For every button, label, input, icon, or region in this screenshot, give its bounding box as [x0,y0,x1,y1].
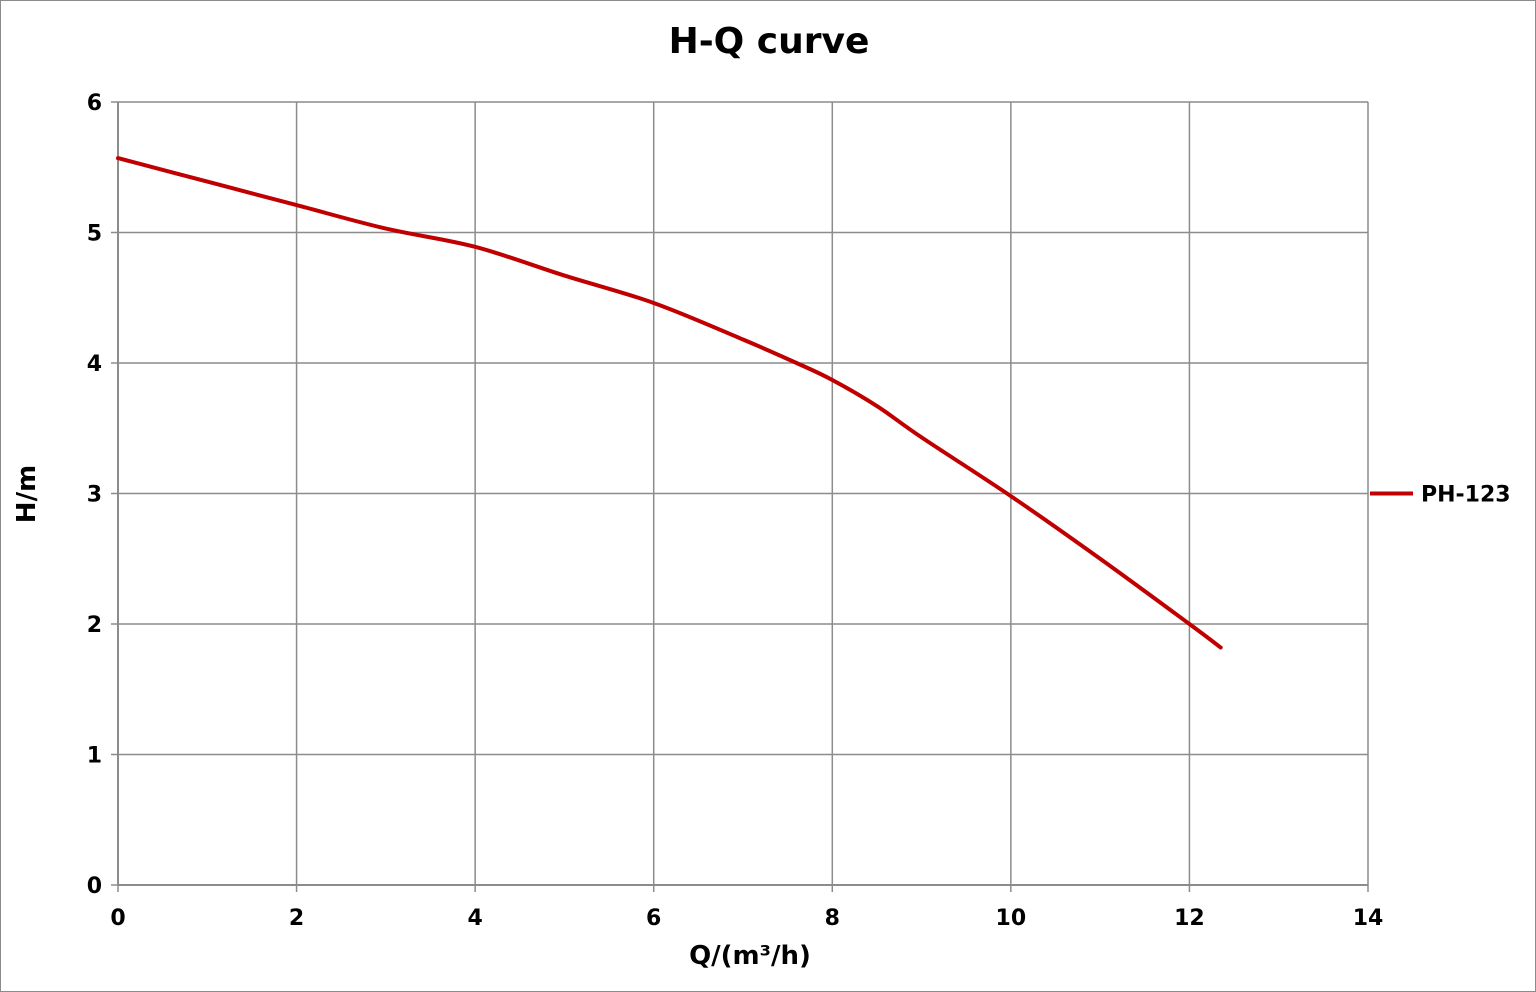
y-tick-label-3: 3 [87,483,102,508]
x-tick-label-7: 14 [1353,906,1384,931]
y-tick-label-2: 2 [87,613,102,638]
legend-label-0: PH-123 [1421,483,1511,508]
x-tick-label-1: 2 [289,906,304,931]
y-tick-label-5: 5 [87,222,102,247]
x-tick-label-4: 8 [825,906,840,931]
series-line-0 [116,156,1223,650]
y-tick-label-1: 1 [87,744,102,769]
axis-layer [111,101,1369,892]
x-tick-label-5: 10 [996,906,1027,931]
x-tick-label-3: 6 [646,906,661,931]
series-layer [116,156,1223,650]
legend-layer: PH-123 [1370,483,1511,508]
x-axis-label: Q/(m³/h) [689,941,811,971]
y-tick-label-0: 0 [87,874,102,899]
x-tick-label-0: 0 [110,906,125,931]
y-tick-label-4: 4 [87,352,102,377]
chart-title: H-Q curve [669,21,870,62]
x-tick-label-6: 12 [1174,906,1205,931]
y-tick-label-6: 6 [87,91,102,116]
y-axis-label: H/m [12,465,42,523]
x-tick-label-2: 4 [467,906,482,931]
grid-layer [118,101,1369,885]
